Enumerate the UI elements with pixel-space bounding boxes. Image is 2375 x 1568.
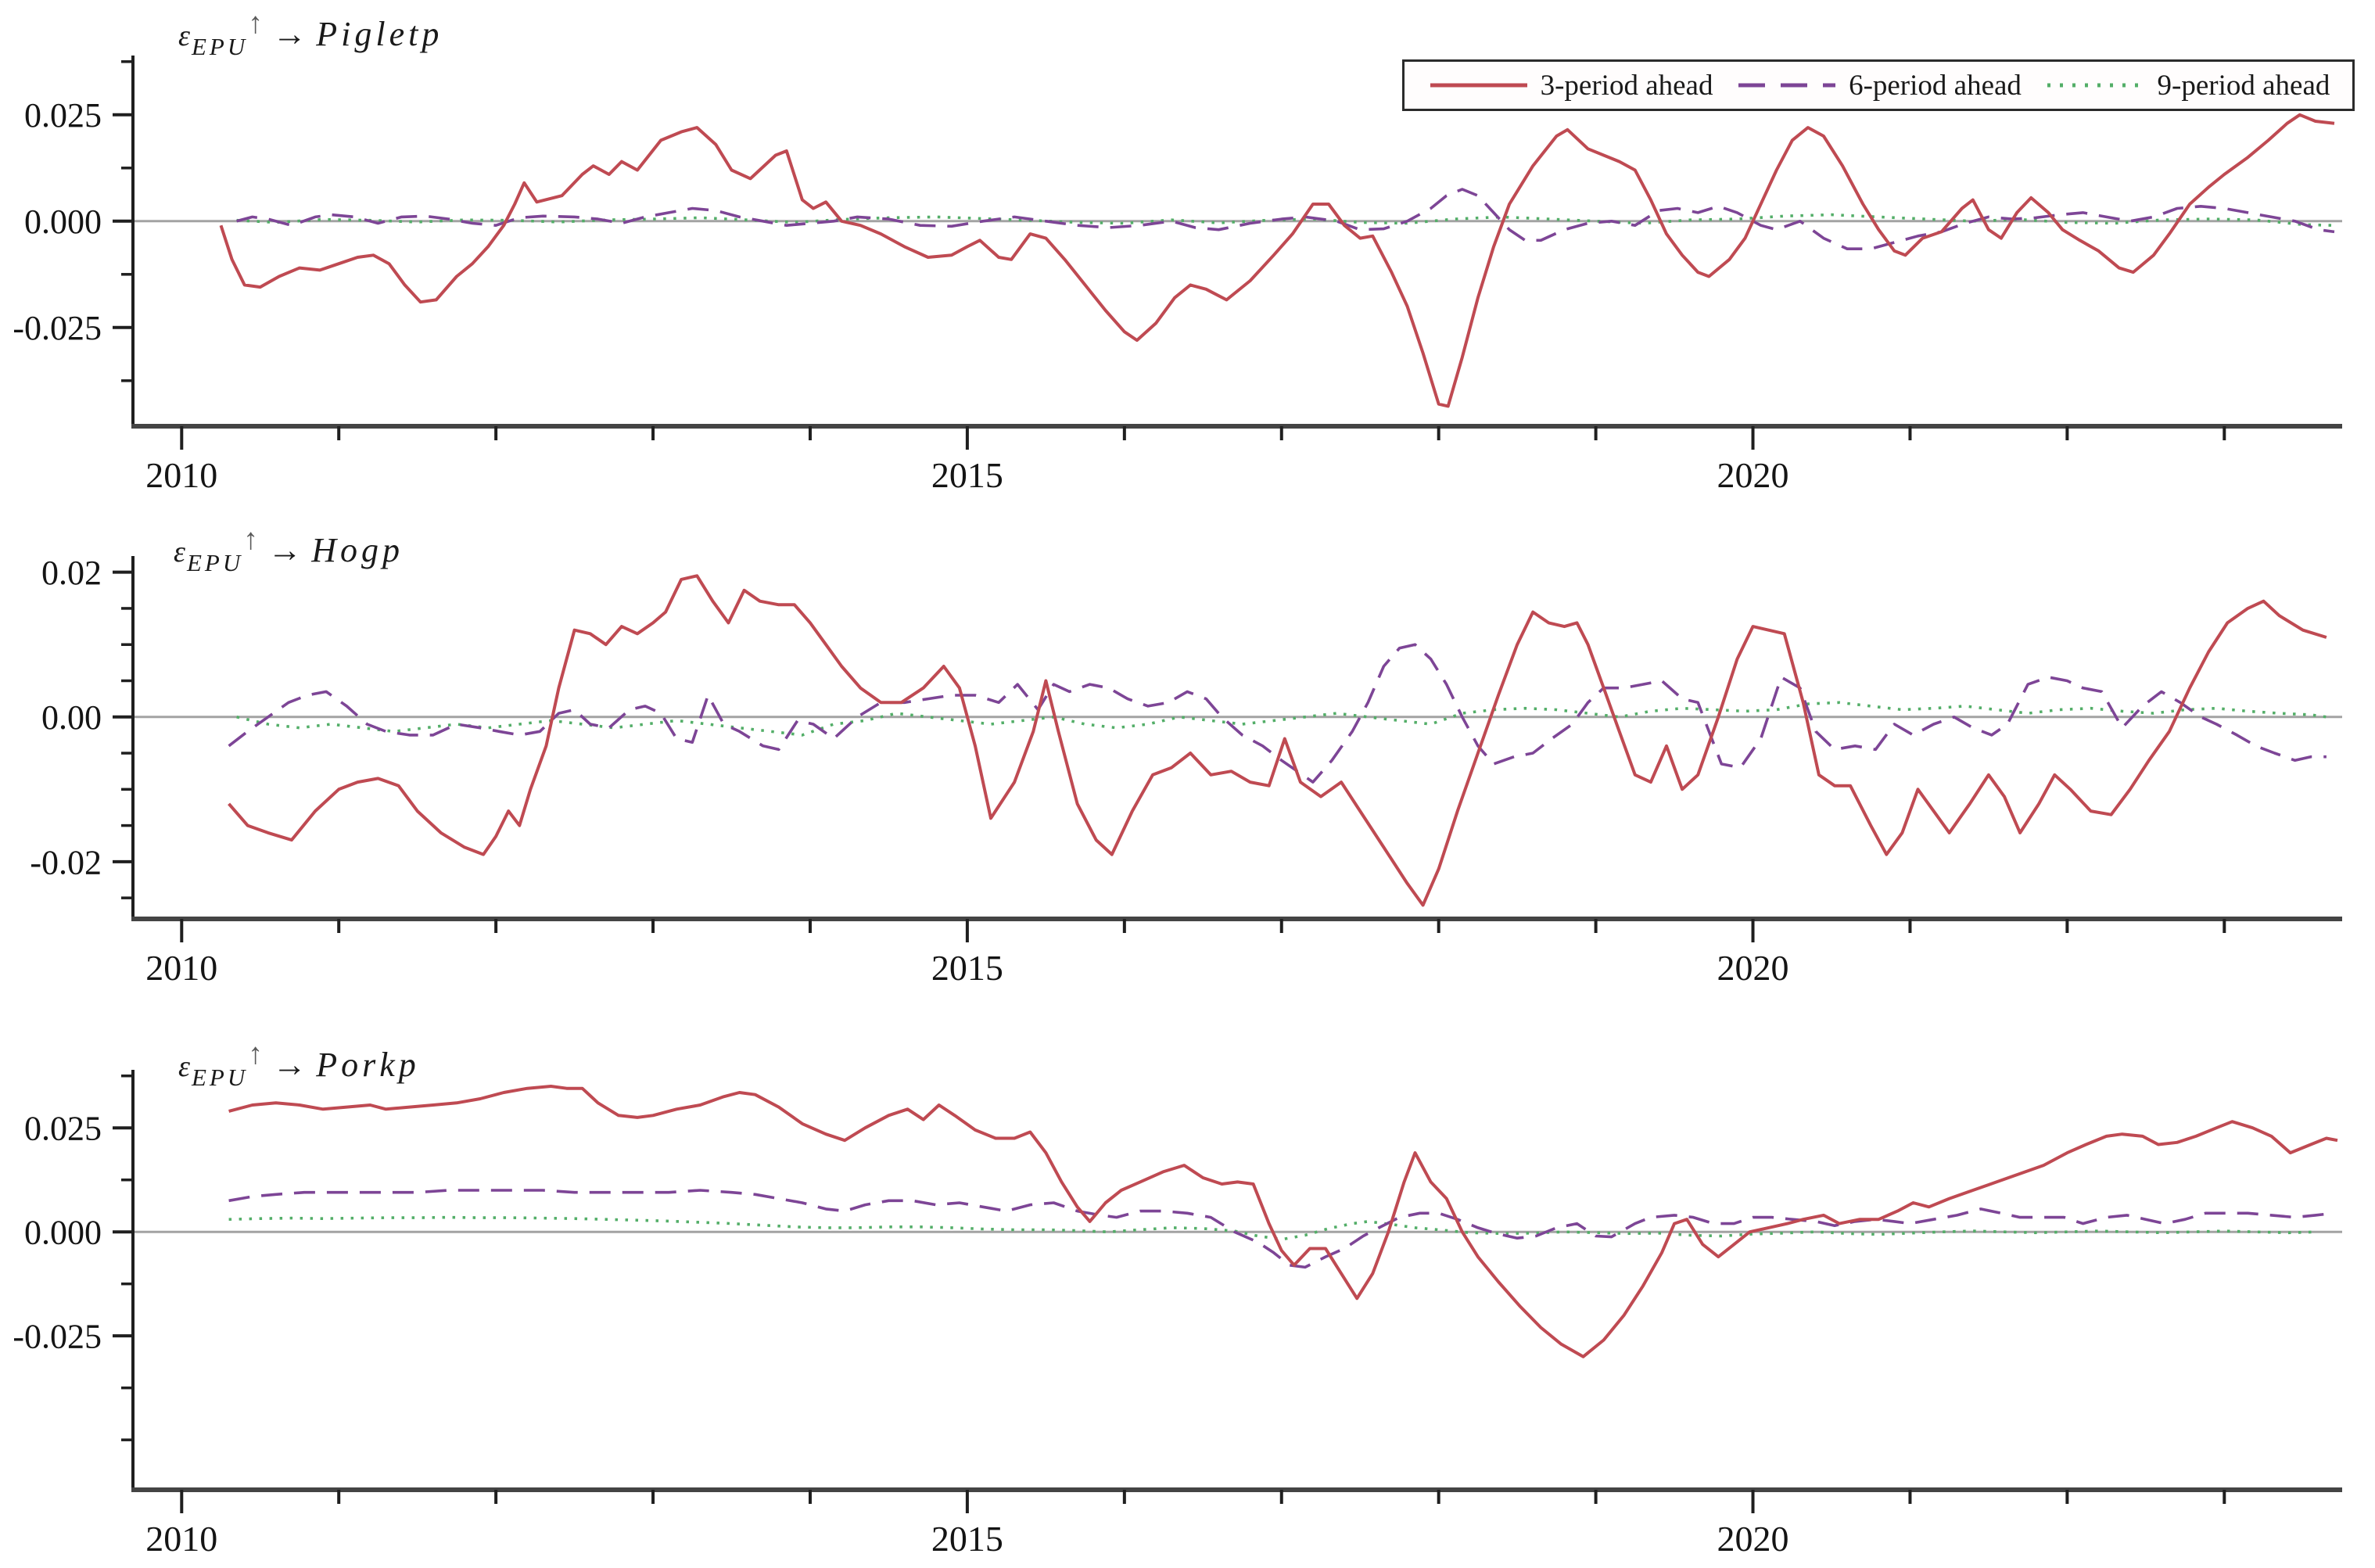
epsilon-symbol: ε xyxy=(174,536,187,569)
series-line-3-period-ahead xyxy=(228,1085,2338,1358)
legend-line-sample-dashed xyxy=(1738,83,1836,88)
legend-item-3-period: 3-period ahead xyxy=(1427,69,1713,102)
x-tick-label: 2015 xyxy=(931,948,1003,988)
x-tick-label: 2010 xyxy=(145,455,217,495)
legend-label: 3-period ahead xyxy=(1540,69,1713,102)
panel-hogp: 0.02 0.00 -0.02 2010 2015 2020 xyxy=(30,554,2342,988)
x-tick-label: 2015 xyxy=(931,1519,1003,1559)
panel-pigletp: 0.025 0.000 -0.025 2010 2015 2020 xyxy=(13,56,2342,495)
legend-label: 9-period ahead xyxy=(2157,69,2330,102)
response-variable: Porkp xyxy=(316,1046,420,1084)
panel-title-hogp: εEPU↑ → Hogp xyxy=(174,522,404,577)
series-line-6-period-ahead xyxy=(228,643,2327,784)
y-tick-label: 0.02 xyxy=(41,554,102,592)
x-tick-label: 2020 xyxy=(1717,1519,1789,1559)
response-variable: Pigletp xyxy=(316,15,443,53)
panel-title-pigletp: εEPU↑ → Pigletp xyxy=(178,6,443,61)
y-tick-label: 0.000 xyxy=(24,1214,102,1252)
maps-to-arrow-icon: → xyxy=(272,15,309,53)
x-tick-label: 2010 xyxy=(145,1519,217,1559)
y-tick-label: -0.02 xyxy=(30,843,102,881)
y-tick-label: -0.025 xyxy=(13,309,102,347)
panel-porkp: 0.025 0.000 -0.025 2010 2015 2020 xyxy=(13,1070,2342,1559)
x-tick-label: 2015 xyxy=(931,455,1003,495)
y-tick-label: 0.000 xyxy=(24,203,102,241)
series-line-3-period-ahead xyxy=(219,113,2335,408)
y-tick-label: 0.025 xyxy=(24,1110,102,1148)
response-variable: Hogp xyxy=(311,531,404,569)
panel-title-porkp: εEPU↑ → Porkp xyxy=(178,1037,420,1092)
up-arrow-icon: ↑ xyxy=(248,1038,265,1071)
series-line-9-period-ahead xyxy=(236,213,2335,227)
y-tick-label: 0.025 xyxy=(24,96,102,135)
legend: 3-period ahead 6-period ahead 9-period a… xyxy=(1402,59,2355,111)
maps-to-arrow-icon: → xyxy=(267,531,304,569)
x-tick-label: 2010 xyxy=(145,948,217,988)
legend-line-sample-dotted xyxy=(2047,83,2144,88)
y-tick-label: -0.025 xyxy=(13,1318,102,1356)
maps-to-arrow-icon: → xyxy=(272,1046,309,1084)
legend-item-6-period: 6-period ahead xyxy=(1735,69,2022,102)
y-tick-label: 0.00 xyxy=(41,698,102,737)
series-line-9-period-ahead xyxy=(236,701,2327,737)
epsilon-symbol: ε xyxy=(178,1050,192,1083)
shock-subscript: EPU xyxy=(191,33,249,60)
up-arrow-icon: ↑ xyxy=(248,7,265,40)
x-tick-label: 2020 xyxy=(1717,948,1789,988)
series-line-6-period-ahead xyxy=(236,188,2335,251)
shock-subscript: EPU xyxy=(186,549,244,576)
legend-item-9-period: 9-period ahead xyxy=(2044,69,2330,102)
epsilon-symbol: ε xyxy=(178,20,192,52)
x-tick-label: 2020 xyxy=(1717,455,1789,495)
series-line-6-period-ahead xyxy=(228,1189,2335,1269)
legend-line-sample-solid xyxy=(1430,83,1527,88)
legend-label: 6-period ahead xyxy=(1849,69,2022,102)
up-arrow-icon: ↑ xyxy=(243,523,260,556)
shock-subscript: EPU xyxy=(191,1064,249,1091)
series-line-3-period-ahead xyxy=(228,574,2327,907)
